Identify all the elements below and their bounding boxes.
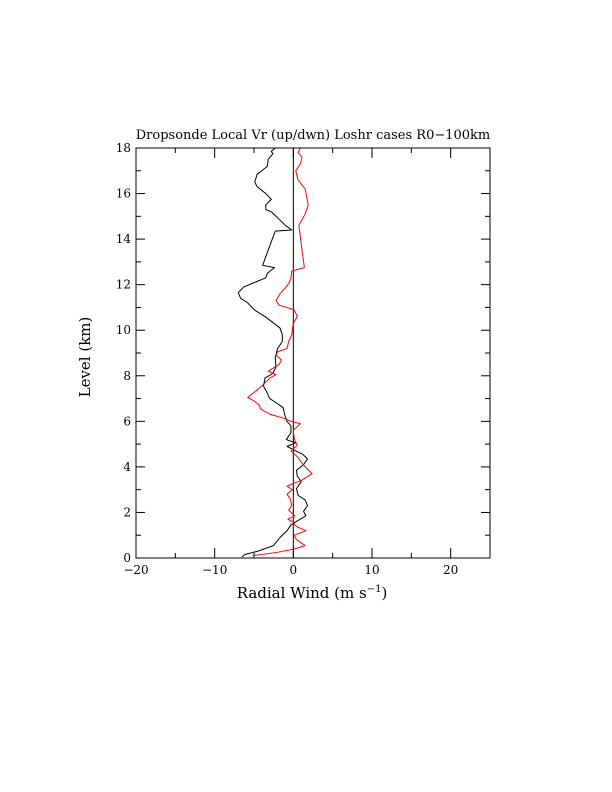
x-axis-label-sup: −1 xyxy=(367,584,382,595)
y-tick-label: 2 xyxy=(123,505,131,519)
minor-ticks xyxy=(136,148,491,558)
major-ticks xyxy=(135,147,490,559)
series-line-up xyxy=(237,147,308,558)
x-axis-label-text: Radial Wind (m s xyxy=(237,584,367,602)
y-axis-label: Level (km) xyxy=(76,317,94,398)
plot-frame xyxy=(135,147,491,559)
y-tick-label: 12 xyxy=(116,278,131,292)
series-line-dwn xyxy=(247,147,313,557)
y-tick-label: 18 xyxy=(116,141,131,155)
x-tick-labels: −20 −10 0 10 20 xyxy=(123,563,458,577)
x-tick-label: 0 xyxy=(290,563,298,577)
x-tick-label: −10 xyxy=(202,563,227,577)
x-tick-label: −20 xyxy=(123,563,148,577)
y-tick-label: 14 xyxy=(116,232,132,246)
y-tick-label: 8 xyxy=(123,369,131,383)
y-tick-label: 6 xyxy=(123,414,131,428)
x-axis-label-close: ) xyxy=(381,584,387,602)
chart-title: Dropsonde Local Vr (up/dwn) Loshr cases … xyxy=(136,128,491,143)
y-tick-label: 4 xyxy=(123,460,131,474)
y-tick-label: 10 xyxy=(116,323,131,337)
x-tick-label: 10 xyxy=(364,563,379,577)
x-tick-label: 20 xyxy=(443,563,458,577)
x-axis-label: Radial Wind (m s−1) xyxy=(237,584,388,602)
y-tick-label: 0 xyxy=(123,551,131,565)
series-group xyxy=(237,147,313,558)
y-tick-labels: 0 2 4 6 8 10 12 14 16 18 xyxy=(116,141,132,565)
y-tick-label: 16 xyxy=(116,187,131,201)
